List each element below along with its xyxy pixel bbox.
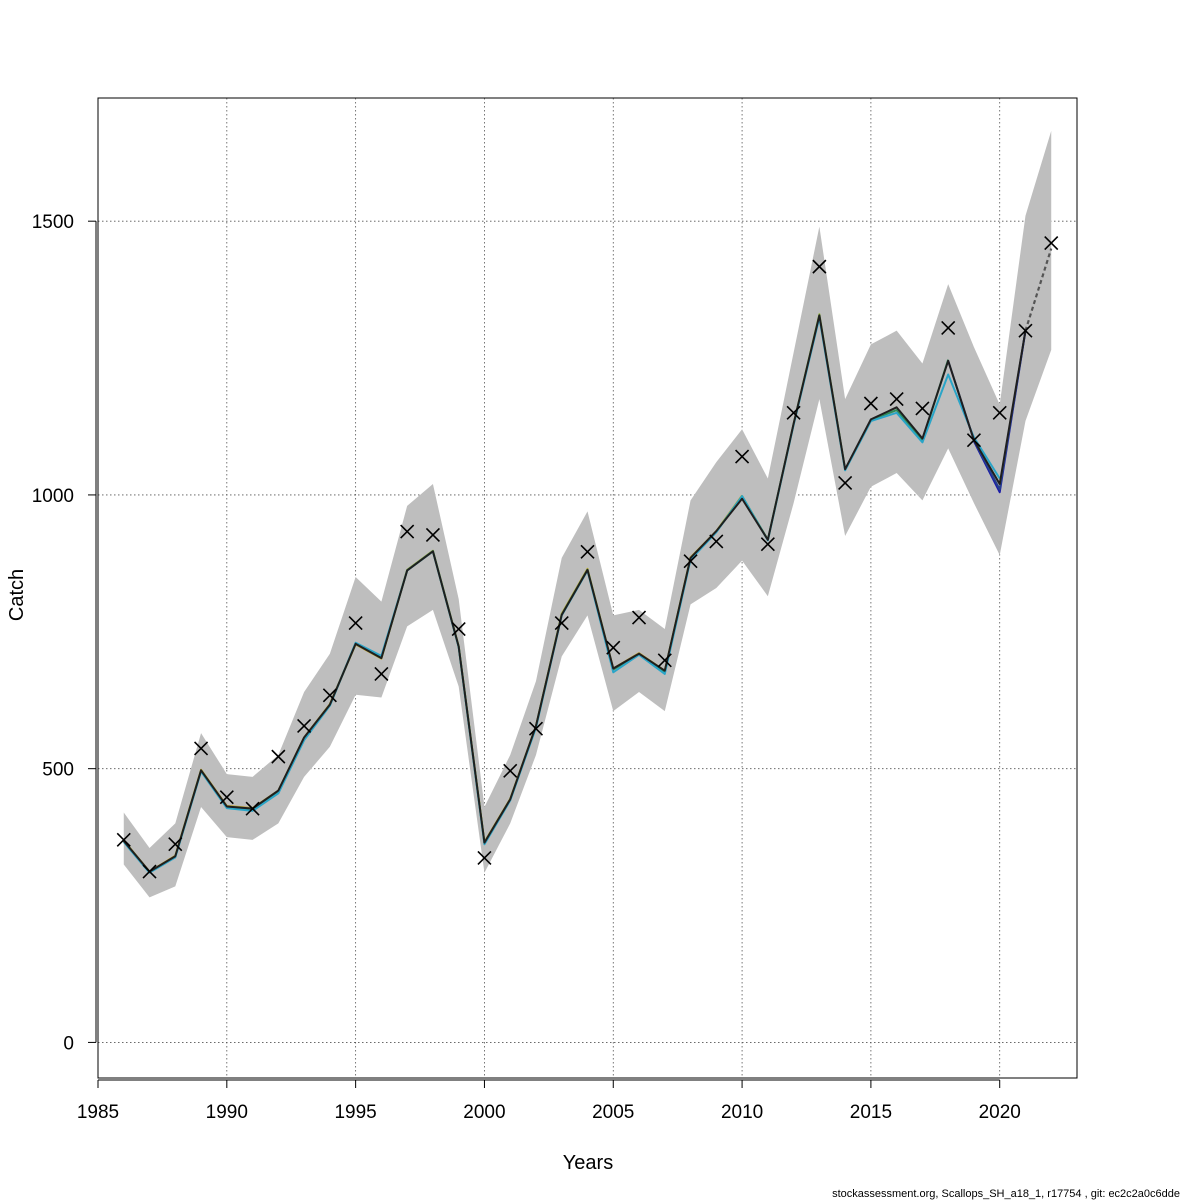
observed-point-1988 <box>168 837 183 852</box>
series-lines <box>122 248 1053 874</box>
observed-point-1993 <box>297 718 312 734</box>
observed-point-1987 <box>142 864 157 879</box>
observed-point-2006 <box>631 610 647 625</box>
observed-point-2008 <box>683 554 698 569</box>
observed-point-stroke-b <box>400 524 415 539</box>
observed-point-2016 <box>889 392 904 407</box>
x-tick-label: 2005 <box>592 1102 634 1123</box>
observed-point-stroke-b <box>168 837 183 852</box>
observed-points <box>116 236 1059 879</box>
y-tick-label: 1000 <box>32 486 74 507</box>
observed-point-2009 <box>709 534 724 549</box>
observed-point-2014 <box>838 475 853 490</box>
observed-point-stroke-b <box>451 621 466 637</box>
x-tick-label: 1995 <box>334 1102 376 1123</box>
observed-point-stroke-b <box>838 475 853 490</box>
observed-point-stroke-b <box>915 401 930 416</box>
observed-point-stroke-b <box>966 433 982 448</box>
observed-point-2004 <box>580 544 595 559</box>
observed-point-2022 <box>1044 236 1059 251</box>
observed-point-2013 <box>812 259 827 274</box>
observed-point-stroke-b <box>683 554 698 569</box>
x-tick-label: 2010 <box>721 1102 763 1123</box>
observed-point-2010 <box>735 449 750 464</box>
observed-point-stroke-b <box>1018 323 1033 338</box>
x-tick-label: 2000 <box>463 1102 505 1123</box>
observed-point-2021 <box>1018 323 1033 338</box>
observed-point-stroke-b <box>425 527 440 542</box>
observed-point-stroke-b <box>477 850 492 865</box>
x-tick-label: 2020 <box>979 1102 1021 1123</box>
observed-point-2007 <box>657 653 672 668</box>
observed-point-stroke-b <box>374 666 389 682</box>
observed-point-stroke-b <box>245 801 260 816</box>
observed-point-stroke-b <box>812 259 827 274</box>
x-tick-label: 2015 <box>850 1102 892 1123</box>
observed-point-1990 <box>219 790 234 805</box>
observed-point-2001 <box>503 763 518 778</box>
x-tick-label: 1990 <box>206 1102 248 1123</box>
observed-point-2003 <box>554 615 569 631</box>
observed-point-1994 <box>322 688 337 703</box>
observed-point-stroke-b <box>657 653 672 668</box>
observed-point-2015 <box>863 396 878 411</box>
y-axis: 0 500 1000 1500 <box>32 212 97 1054</box>
observed-point-stroke-b <box>1044 236 1059 251</box>
observed-point-1995 <box>348 615 363 631</box>
observed-point-2012 <box>786 405 801 420</box>
observed-point-stroke-b <box>760 537 775 552</box>
observed-point-stroke-b <box>271 749 286 764</box>
observed-point-1986 <box>116 832 131 847</box>
observed-point-stroke-b <box>786 405 801 420</box>
y-tick-label: 0 <box>63 1033 74 1054</box>
observed-point-1998 <box>425 527 440 542</box>
observed-point-stroke-b <box>580 544 595 559</box>
observed-point-stroke-b <box>992 405 1007 420</box>
observed-point-2002 <box>528 721 544 736</box>
observed-point-2017 <box>915 401 930 416</box>
x-axis: 1985 1990 1995 2000 2005 2010 2015 2020 <box>77 1079 1021 1123</box>
observed-point-stroke-b <box>735 449 750 464</box>
observed-point-2005 <box>606 640 621 655</box>
observed-point-stroke-b <box>116 832 131 847</box>
y-tick-label: 1500 <box>32 212 74 233</box>
observed-point-2020 <box>992 405 1007 420</box>
observed-point-stroke-b <box>709 534 724 549</box>
observed-point-stroke-b <box>528 721 544 736</box>
x-axis-title: Years <box>563 1152 613 1174</box>
observed-point-1996 <box>374 666 389 682</box>
observed-point-stroke-b <box>142 864 157 879</box>
observed-point-stroke-b <box>322 688 337 703</box>
x-tick-label: 1985 <box>77 1102 119 1123</box>
observed-point-2018 <box>941 320 956 336</box>
observed-point-1992 <box>271 749 286 764</box>
observed-point-2000 <box>477 850 492 865</box>
y-tick-label: 500 <box>42 760 74 781</box>
observed-point-2019 <box>966 433 982 448</box>
observed-point-1999 <box>451 621 466 637</box>
observed-point-1997 <box>400 524 415 539</box>
forecast-line <box>1024 248 1053 332</box>
observed-point-1989 <box>193 741 209 756</box>
observed-point-stroke-b <box>297 718 312 734</box>
observed-point-stroke-b <box>554 615 569 631</box>
observed-point-stroke-b <box>219 790 234 805</box>
footer-note: stockassessment.org, Scallops_SH_a18_1, … <box>832 1188 1180 1200</box>
observed-point-stroke-b <box>889 392 904 407</box>
observed-point-stroke-b <box>863 396 878 411</box>
observed-point-stroke-b <box>348 615 363 631</box>
observed-point-stroke-b <box>606 640 621 655</box>
series-line-0 <box>122 314 1027 873</box>
observed-point-stroke-b <box>193 741 209 756</box>
observed-point-stroke-b <box>631 610 647 625</box>
observed-point-stroke-b <box>941 320 956 336</box>
y-axis-title: Catch <box>6 569 28 621</box>
observed-point-1991 <box>245 801 260 816</box>
plot-frame <box>97 97 1078 1079</box>
observed-point-2011 <box>760 537 775 552</box>
observed-point-stroke-b <box>503 763 518 778</box>
